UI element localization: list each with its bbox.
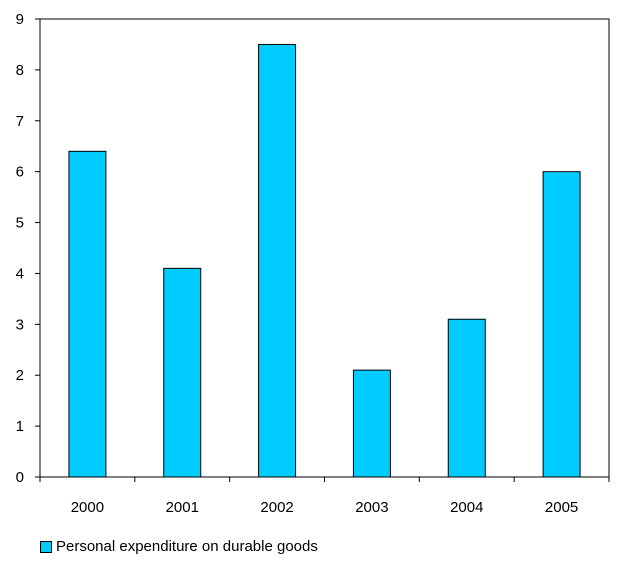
y-tick-label: 7 xyxy=(16,113,24,130)
x-tick-label: 2004 xyxy=(450,499,483,516)
x-axis: 2000 2001 2002 2003 2004 2005 xyxy=(39,477,610,516)
y-axis: 0 1 2 3 4 5 6 7 8 9 xyxy=(16,11,40,486)
x-tick-label: 2002 xyxy=(260,499,293,516)
y-tick-label: 4 xyxy=(16,265,24,282)
bar-2004 xyxy=(447,318,486,478)
bar-2005 xyxy=(542,171,581,478)
bars xyxy=(68,43,581,478)
y-tick-label: 6 xyxy=(16,164,24,181)
legend: Personal expenditure on durable goods xyxy=(40,538,318,555)
y-tick-label: 0 xyxy=(16,469,24,486)
y-tick-label: 2 xyxy=(16,367,24,384)
x-tick-label: 2003 xyxy=(355,499,388,516)
y-tick-label: 1 xyxy=(16,418,24,435)
y-tick-label: 5 xyxy=(16,215,24,232)
y-tick-label: 8 xyxy=(16,62,24,79)
bar-2000 xyxy=(68,150,107,478)
y-tick-label: 3 xyxy=(16,316,24,333)
plot-border xyxy=(39,18,610,478)
bar-2003 xyxy=(352,369,391,478)
bar-2002 xyxy=(258,43,297,478)
x-tick-label: 2005 xyxy=(545,499,578,516)
legend-label: Personal expenditure on durable goods xyxy=(56,538,318,555)
y-tick-label: 9 xyxy=(16,11,24,28)
x-tick-label: 2000 xyxy=(71,499,104,516)
legend-swatch xyxy=(40,540,52,553)
bar-2001 xyxy=(163,267,202,478)
x-tick-label: 2001 xyxy=(166,499,199,516)
plot-frame xyxy=(39,18,610,478)
